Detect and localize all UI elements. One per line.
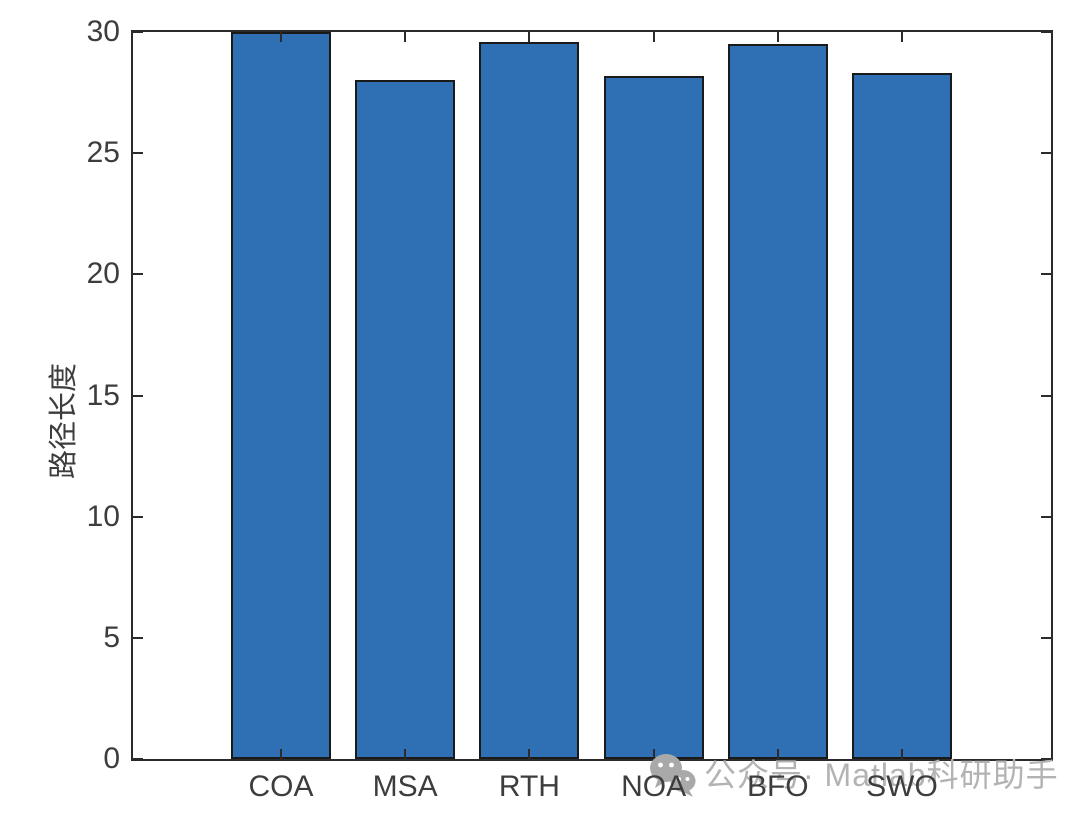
bar-MSA — [355, 80, 456, 759]
y-tick-left-10 — [133, 515, 143, 518]
y-tick-label-10: 10 — [86, 499, 120, 533]
y-tick-left-5 — [133, 636, 143, 639]
x-tick-label-BFO: BFO — [746, 770, 809, 803]
x-tick-label-MSA: MSA — [372, 770, 438, 803]
x-tick-top-SWO — [901, 32, 903, 42]
y-tick-right-15 — [1041, 394, 1051, 397]
watermark-text: 公众号· Matlab科研助手 — [704, 757, 1059, 793]
y-tick-label-30: 30 — [86, 15, 120, 48]
y-tick-left-15 — [133, 394, 143, 397]
y-tick-label-5: 5 — [103, 620, 120, 654]
y-tick-label-25: 25 — [86, 136, 120, 170]
bar-SWO — [852, 73, 952, 759]
bar-BFO — [727, 44, 828, 759]
wechat-icon — [650, 754, 696, 797]
x-tick-top-COA — [280, 32, 282, 42]
x-tick-bottom-NOA — [652, 749, 655, 759]
x-tick-bottom-SWO — [901, 749, 903, 759]
x-tick-top-NOA — [652, 32, 655, 42]
y-tick-right-20 — [1041, 273, 1051, 276]
y-tick-label-0: 0 — [103, 742, 120, 775]
bar-NOA — [603, 75, 704, 759]
bar-RTH — [479, 41, 580, 759]
x-tick-top-RTH — [528, 32, 531, 42]
watermark: 公众号· Matlab科研助手 — [648, 752, 1059, 800]
y-tick-label-20: 20 — [86, 257, 120, 291]
x-tick-label-RTH: RTH — [498, 770, 560, 803]
bar-COA — [231, 32, 331, 759]
y-tick-right-5 — [1041, 636, 1051, 639]
x-tick-label-SWO: SWO — [866, 770, 938, 803]
x-tick-top-BFO — [776, 32, 779, 42]
x-tick-bottom-BFO — [776, 749, 779, 759]
y-tick-left-25 — [133, 152, 143, 155]
y-tick-left-20 — [133, 273, 143, 276]
y-tick-right-0 — [1041, 758, 1051, 760]
plot-area — [131, 30, 1053, 761]
x-tick-bottom-COA — [280, 749, 282, 759]
y-tick-label-15: 15 — [86, 378, 120, 412]
y-tick-left-30 — [133, 31, 143, 33]
x-tick-top-MSA — [404, 32, 407, 42]
x-tick-label-COA: COA — [248, 770, 314, 803]
y-tick-right-25 — [1041, 152, 1051, 155]
x-tick-bottom-RTH — [528, 749, 531, 759]
y-tick-right-30 — [1041, 31, 1051, 33]
y-tick-left-0 — [133, 758, 143, 760]
x-tick-bottom-MSA — [404, 749, 407, 759]
x-tick-label-NOA: NOA — [621, 770, 687, 803]
y-tick-right-10 — [1041, 515, 1051, 518]
